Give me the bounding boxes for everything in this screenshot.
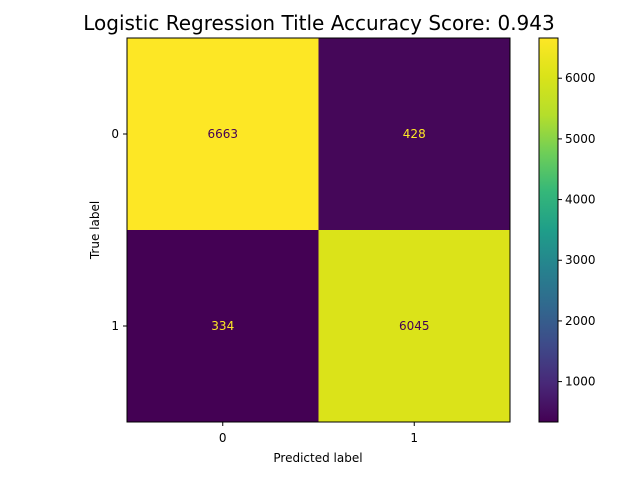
colorbar-tick-label-4: 5000 bbox=[565, 132, 596, 146]
y-tick-label-1: 1 bbox=[111, 319, 119, 333]
colorbar-tick-label-2: 3000 bbox=[565, 253, 596, 267]
y-axis-label: True label bbox=[88, 201, 102, 260]
x-tick-label-0: 0 bbox=[219, 431, 227, 445]
colorbar-tick-label-1: 2000 bbox=[565, 314, 596, 328]
colorbar-tick-label-5: 6000 bbox=[565, 71, 596, 85]
matrix-cell-r0-c0 bbox=[127, 38, 319, 230]
matrix-cell-r1-c0 bbox=[127, 230, 319, 422]
matrix-cell-r1-c1 bbox=[318, 230, 510, 422]
cell-value-r0-c1: 428 bbox=[403, 127, 426, 141]
chart-title: Logistic Regression Title Accuracy Score… bbox=[83, 11, 554, 35]
colorbar-tick-label-3: 4000 bbox=[565, 193, 596, 207]
colorbar bbox=[538, 37, 559, 423]
colorbar-tick-label-0: 1000 bbox=[565, 375, 596, 389]
matrix-frame bbox=[126, 37, 511, 423]
y-tick-label-0: 0 bbox=[111, 127, 119, 141]
cell-value-r1-c0: 334 bbox=[211, 319, 234, 333]
matrix-cell-r0-c1 bbox=[318, 38, 510, 230]
y-axis-ticks: 01 bbox=[111, 127, 127, 333]
colorbar-ticks: 1000 2000 3000 4000 5000 6000 bbox=[558, 71, 596, 389]
matrix-cell-labels: 6663 428 334 6045 bbox=[207, 127, 429, 333]
cell-value-r1-c1: 6045 bbox=[399, 319, 430, 333]
x-tick-label-1: 1 bbox=[410, 431, 418, 445]
matrix-cells bbox=[127, 38, 510, 422]
x-axis-label: Predicted label bbox=[273, 451, 362, 465]
cell-value-r0-c0: 6663 bbox=[207, 127, 238, 141]
